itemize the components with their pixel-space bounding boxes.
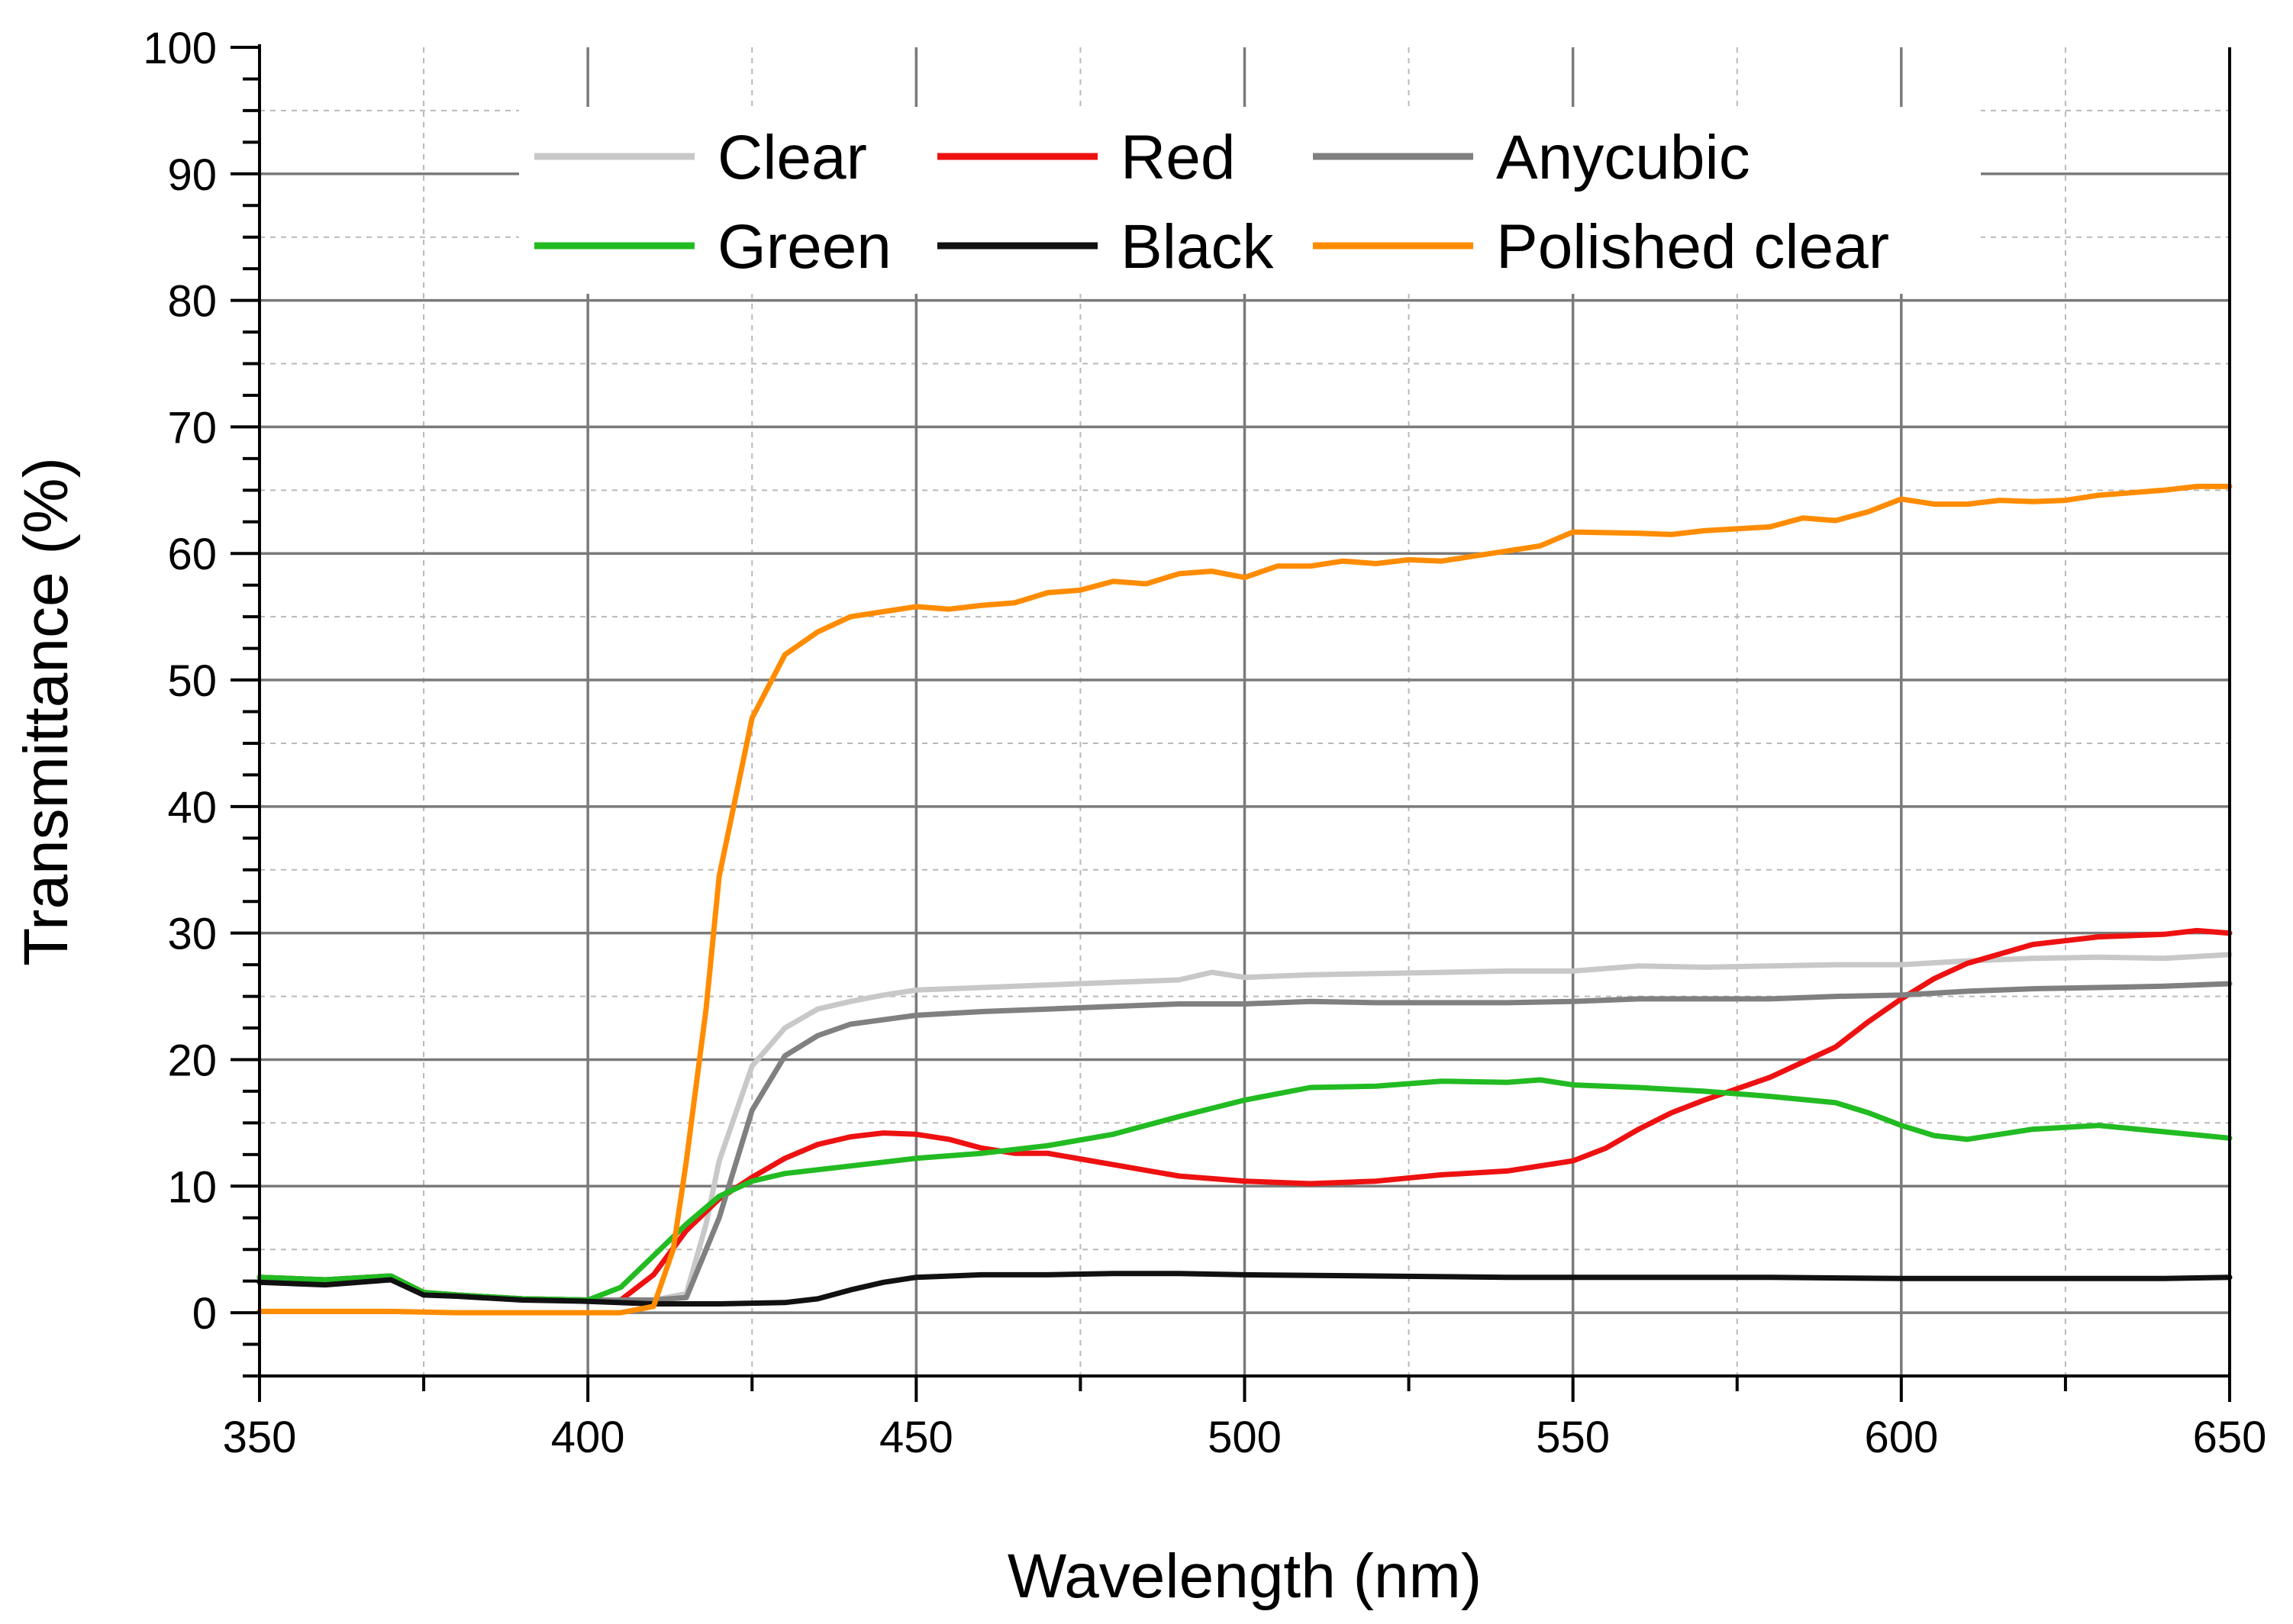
legend-label-clear: Clear xyxy=(718,123,867,192)
y-tick-label: 60 xyxy=(167,530,217,579)
y-axis-title: Transmittance (%) xyxy=(11,457,81,966)
y-tick-label: 50 xyxy=(167,656,217,706)
y-tick-label: 0 xyxy=(192,1289,217,1339)
legend-label-black: Black xyxy=(1121,212,1275,282)
legend-label-red: Red xyxy=(1121,123,1235,192)
y-tick-label: 10 xyxy=(167,1162,217,1212)
y-tick-label: 100 xyxy=(143,24,217,73)
legend-label-anycubic: Anycubic xyxy=(1496,123,1750,192)
x-tick-label: 350 xyxy=(223,1413,297,1462)
x-tick-label: 650 xyxy=(2193,1413,2267,1462)
series-line-red xyxy=(256,927,2233,1303)
y-tick-label: 30 xyxy=(167,910,217,959)
y-tick-label: 70 xyxy=(167,403,217,453)
x-tick-label: 500 xyxy=(1208,1413,1282,1462)
y-tick-label: 90 xyxy=(167,150,217,200)
x-tick-label: 550 xyxy=(1536,1413,1610,1462)
series-line-polished-clear xyxy=(256,483,2233,1316)
x-tick-label: 600 xyxy=(1864,1413,1938,1462)
axes: 350 400 450 500 550 600 650 0 10 20 30 40 50 60 70 80 90… xyxy=(143,24,2266,1462)
series-line-black xyxy=(256,1271,2233,1307)
y-tick-label: 40 xyxy=(167,783,217,833)
legend-label-green: Green xyxy=(718,212,892,282)
legend: Clear Red Anycubic Green Black Polished clear xyxy=(519,107,1981,294)
y-tick-label: 80 xyxy=(167,277,217,327)
legend-background xyxy=(519,107,1981,294)
legend-label-polished-clear: Polished clear xyxy=(1496,212,1889,282)
y-tick-label: 20 xyxy=(167,1036,217,1085)
x-axis-title: Wavelength (nm) xyxy=(1008,1542,1482,1611)
series-line-green xyxy=(256,1077,2233,1303)
x-tick-label: 450 xyxy=(879,1413,953,1462)
x-tick-label: 400 xyxy=(551,1413,625,1462)
series-lines xyxy=(256,483,2233,1316)
